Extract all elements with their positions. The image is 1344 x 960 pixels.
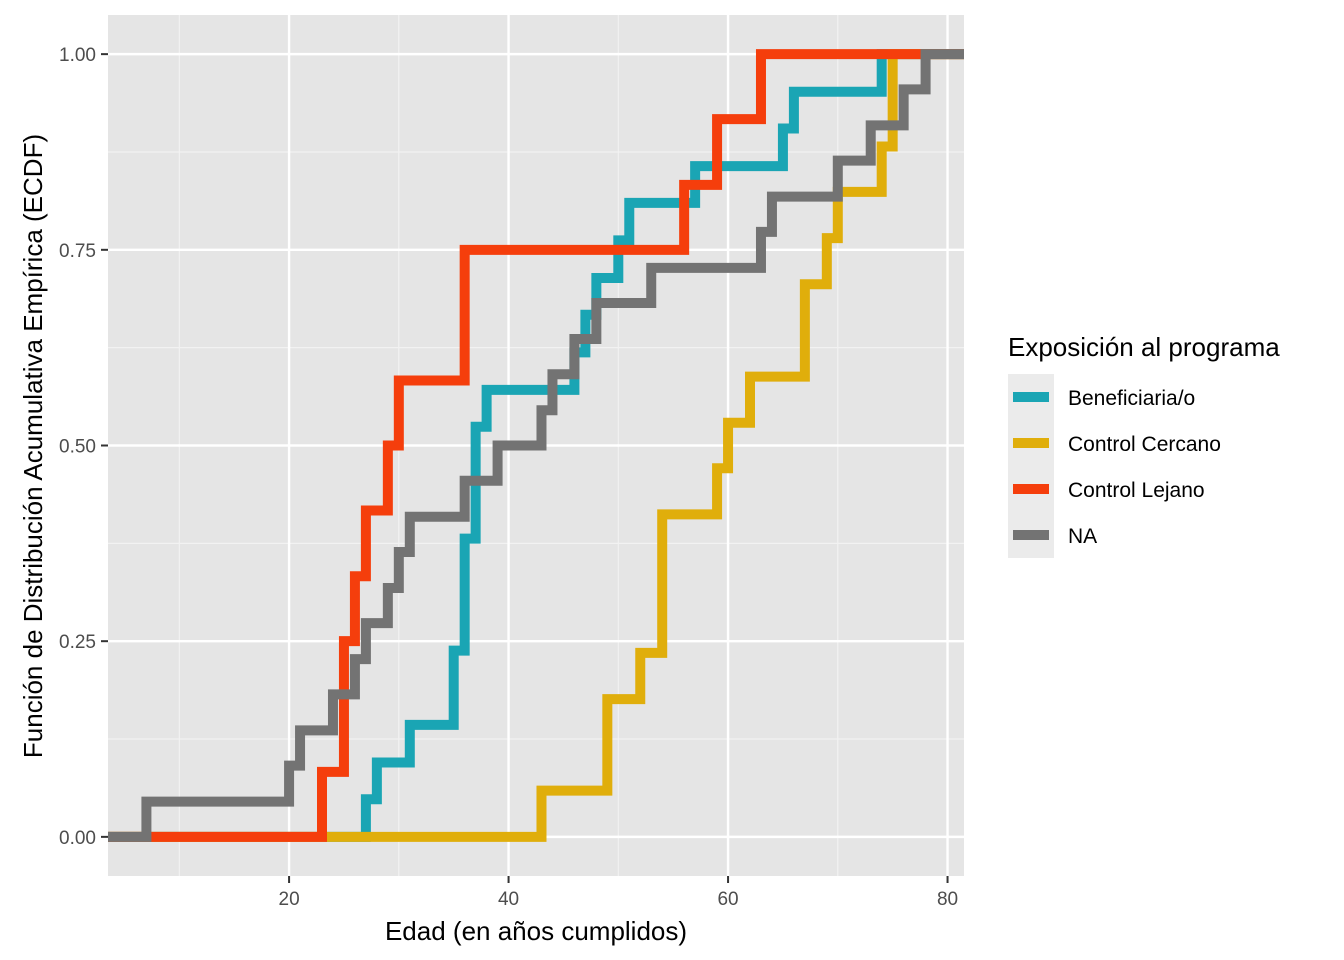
x-tick-label: 80: [937, 889, 958, 910]
legend-label-control-lejano: Control Lejano: [1068, 479, 1205, 502]
legend-label-control-cercano: Control Cercano: [1068, 433, 1221, 456]
legend-label-na: NA: [1068, 525, 1097, 548]
series-lines: [108, 49, 964, 842]
series-line-beneficiaria-o: [108, 49, 964, 842]
y-tick-label: 0.00: [59, 828, 96, 849]
series-line-na: [108, 49, 964, 842]
y-tick-label: 0.50: [59, 437, 96, 458]
legend-title: Exposición al programa: [1008, 332, 1280, 362]
series-line-control-cercano: [108, 49, 964, 842]
x-tick-label: 40: [498, 889, 519, 910]
y-axis: 0.00 0.25 0.50 0.75 1.00: [59, 45, 108, 849]
legend-label-beneficiaria-o: Beneficiaria/o: [1068, 387, 1195, 410]
x-tick-label: 60: [717, 889, 738, 910]
y-tick-label: 1.00: [59, 45, 96, 66]
series-line-control-lejano: [108, 49, 964, 842]
y-tick-label: 0.25: [59, 632, 96, 653]
legend-key-background: [1008, 374, 1054, 558]
x-tick-label: 20: [279, 889, 300, 910]
x-axis-title: Edad (en años cumplidos): [385, 916, 687, 946]
x-axis: 20 40 60 80: [279, 876, 958, 910]
y-tick-label: 0.75: [59, 241, 96, 262]
y-axis-title: Función de Distribución Acumulativa Empí…: [18, 134, 48, 758]
legend: Exposición al programa Beneficiaria/o Con…: [1008, 332, 1280, 558]
